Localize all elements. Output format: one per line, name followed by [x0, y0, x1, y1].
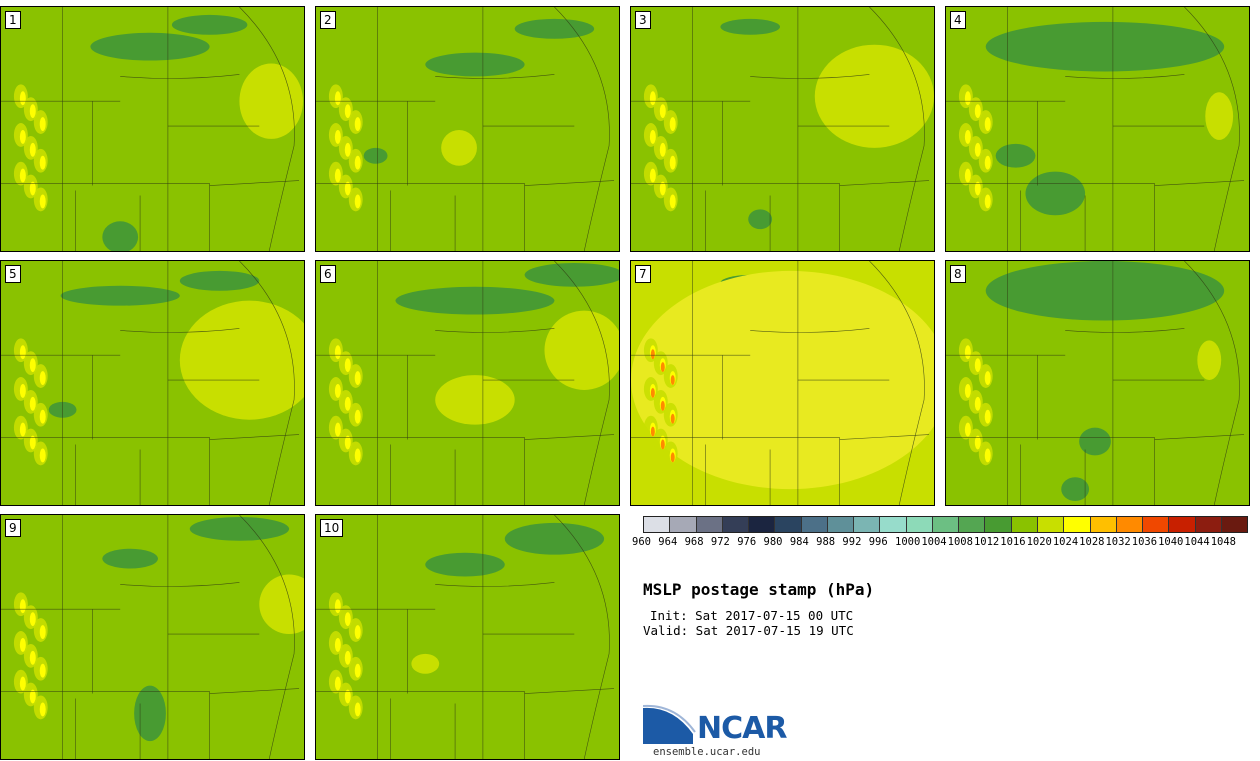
- colorbar-swatch: [696, 517, 723, 532]
- colorbar-swatch: [854, 517, 881, 532]
- map-panel-2: 2: [315, 6, 620, 252]
- colorbar-tick-label: 1044: [1184, 536, 1210, 548]
- colorbar-swatch: [906, 517, 933, 532]
- colorbar-tick-label: 1000: [895, 536, 921, 548]
- colorbar-swatch: [1116, 517, 1144, 532]
- colorbar-tick-label: 984: [789, 536, 809, 548]
- panel-number: 1: [5, 11, 21, 29]
- panel-number: 5: [5, 265, 21, 283]
- site-url: ensemble.ucar.edu: [653, 746, 761, 758]
- panel-number: 10: [320, 519, 344, 537]
- colorbar-tick-labels: 960 964 968 972 976 980 984 988 992 996 1000 1004 10…: [630, 536, 1260, 550]
- colorbar-swatch: [722, 517, 750, 532]
- colorbar: [643, 516, 1248, 533]
- colorbar-swatch: [1143, 517, 1170, 532]
- map-field: [946, 261, 1249, 505]
- map-field: [946, 7, 1249, 251]
- panel-number: 7: [635, 265, 651, 283]
- map-field: [1, 515, 304, 759]
- colorbar-swatch: [749, 517, 776, 532]
- colorbar-tick-label: 1048: [1210, 536, 1236, 548]
- map-panel-5: 5: [0, 260, 305, 506]
- map-panel-1: 1: [0, 6, 305, 252]
- map-panel-6: 6: [315, 260, 620, 506]
- map-field: [631, 261, 934, 505]
- panel-number: 9: [5, 519, 21, 537]
- map-field: [316, 515, 619, 759]
- colorbar-tick-label: 1004: [921, 536, 947, 548]
- colorbar-swatch: [1064, 517, 1091, 532]
- colorbar-swatch: [959, 517, 986, 532]
- map-panel-9: 9: [0, 514, 305, 760]
- ncar-logo-text: NCAR: [697, 711, 787, 746]
- colorbar-tick-label: 996: [868, 536, 888, 548]
- valid-time: Valid: Sat 2017-07-15 19 UTC: [643, 623, 854, 638]
- colorbar-swatch: [1195, 517, 1222, 532]
- colorbar-tick-label: 988: [816, 536, 836, 548]
- panel-number: 8: [950, 265, 966, 283]
- colorbar-tick-label: 972: [710, 536, 730, 548]
- colorbar-tick-label: 968: [684, 536, 704, 548]
- colorbar-swatch: [880, 517, 907, 532]
- colorbar-tick-label: 1024: [1052, 536, 1079, 548]
- map-panel-4: 4: [945, 6, 1250, 252]
- colorbar-tick-label: 1036: [1131, 536, 1158, 548]
- colorbar-swatch: [1221, 517, 1248, 532]
- colorbar-swatch: [1037, 517, 1065, 532]
- colorbar-tick-label: 1028: [1079, 536, 1105, 548]
- colorbar-swatch: [1090, 517, 1117, 532]
- panel-number: 6: [320, 265, 336, 283]
- panel-number: 2: [320, 11, 336, 29]
- ncar-logo-icon: [643, 704, 696, 744]
- colorbar-tick-label: 992: [842, 536, 862, 548]
- colorbar-swatch: [932, 517, 960, 532]
- map-field: [316, 7, 619, 251]
- colorbar-swatch: [985, 517, 1012, 532]
- map-field: [1, 7, 304, 251]
- colorbar-tick-label: 1040: [1158, 536, 1184, 548]
- colorbar-tick-label: 1016: [1000, 536, 1026, 548]
- colorbar-swatch: [1169, 517, 1196, 532]
- colorbar-tick-label: 1032: [1105, 536, 1131, 548]
- map-panel-3: 3: [630, 6, 935, 252]
- colorbar-tick-label: 1012: [973, 536, 1000, 548]
- colorbar-tick-label: 976: [737, 536, 757, 548]
- map-field: [316, 261, 619, 505]
- colorbar-swatch: [801, 517, 828, 532]
- colorbar-tick-label: 980: [763, 536, 783, 548]
- map-field: [631, 7, 934, 251]
- colorbar-tick-label: 960: [632, 536, 651, 548]
- colorbar-swatch: [670, 517, 697, 532]
- colorbar-tick-label: 1020: [1026, 536, 1052, 548]
- chart-title: MSLP postage stamp (hPa): [643, 580, 875, 599]
- colorbar-tick-label: 964: [658, 536, 678, 548]
- colorbar-swatch: [1011, 517, 1038, 532]
- colorbar-tick-label: 1008: [947, 536, 973, 548]
- panel-number: 4: [950, 11, 966, 29]
- map-panel-8: 8: [945, 260, 1250, 506]
- colorbar-swatch: [827, 517, 855, 532]
- colorbar-swatch: [775, 517, 802, 532]
- panel-number: 3: [635, 11, 651, 29]
- init-time: Init: Sat 2017-07-15 00 UTC: [650, 608, 854, 623]
- map-panel-7: 7: [630, 260, 935, 506]
- colorbar-swatch: [644, 517, 671, 532]
- map-field: [1, 261, 304, 505]
- map-panel-10: 10: [315, 514, 620, 760]
